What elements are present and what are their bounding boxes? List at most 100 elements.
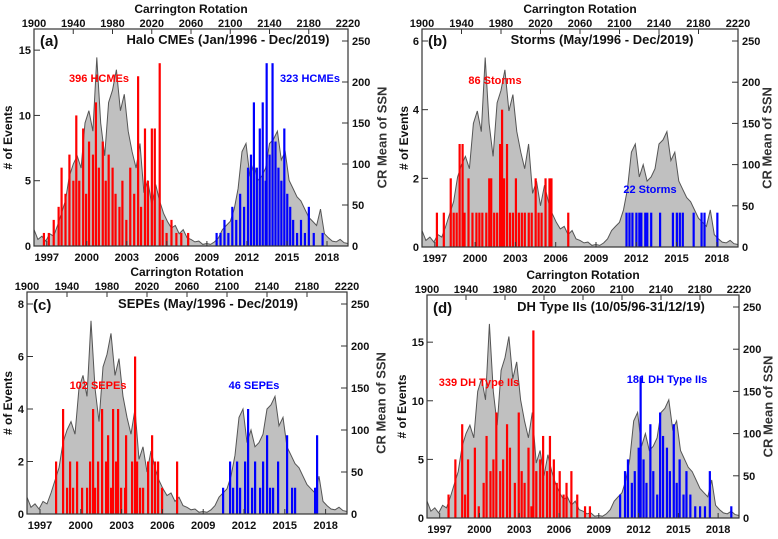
event-bar (511, 212, 515, 247)
event-bar (222, 487, 225, 514)
event-bar (678, 459, 681, 518)
event-bar (146, 180, 150, 246)
event-bar (232, 487, 235, 514)
event-bar (92, 409, 95, 514)
event-bar (473, 447, 476, 518)
event-bar (442, 212, 445, 247)
event-bar (650, 212, 653, 247)
year-tick-label: 1997 (423, 253, 447, 265)
event-bar (646, 212, 649, 247)
event-bar (523, 212, 526, 247)
right-tick-label: 200 (352, 77, 370, 89)
top-tick-label: 2140 (647, 18, 671, 30)
left-tick-label: 15 (412, 337, 424, 349)
event-bar (118, 206, 121, 246)
event-bar (150, 128, 153, 246)
event-bar (52, 219, 55, 246)
event-bar (489, 471, 492, 518)
event-bar (105, 461, 108, 514)
event-bar (215, 232, 218, 246)
event-bar (69, 461, 72, 514)
left-tick-label: 10 (19, 110, 31, 122)
left-tick-label: 0 (25, 241, 31, 253)
event-bar (286, 435, 289, 514)
event-bar (291, 487, 294, 514)
event-bar (530, 506, 533, 518)
right-tick-label: 250 (352, 36, 370, 48)
event-bar (280, 180, 283, 246)
event-bar (471, 212, 474, 247)
year-tick-label: 2000 (463, 253, 487, 265)
left-axis-title: # of Events (395, 374, 409, 438)
event-bar (692, 212, 695, 247)
event-bar (272, 487, 275, 514)
event-bar (642, 459, 645, 518)
event-bar (136, 461, 139, 514)
event-bar (265, 63, 268, 247)
left-tick-label: 15 (19, 45, 31, 57)
event-bar (542, 435, 545, 518)
event-bar (78, 180, 81, 246)
left-axis-title: # of Events (397, 106, 411, 170)
event-bar (502, 178, 506, 247)
event-bar (115, 461, 118, 514)
event-bar (47, 232, 50, 246)
event-bar (294, 487, 297, 514)
right-axis-title: CR Mean of SSN (375, 87, 390, 189)
left-tick-label: 4 (413, 105, 420, 117)
right-tick-label: 250 (742, 36, 760, 48)
count-annotation: 339 DH Type IIs (439, 377, 520, 389)
event-bar (239, 193, 242, 246)
event-bar (482, 482, 485, 518)
event-bar (502, 459, 505, 518)
event-bar (223, 219, 226, 246)
event-bar (154, 461, 157, 514)
top-tick-label: 2100 (607, 18, 631, 30)
right-tick-label: 150 (351, 383, 369, 395)
event-bar (147, 461, 150, 514)
event-bar (455, 212, 458, 247)
count-annotation: 396 HCMEs (69, 73, 129, 85)
event-bar (258, 128, 261, 246)
event-bar (517, 212, 520, 247)
event-bar (180, 232, 183, 246)
count-annotation: 102 SEPEs (70, 380, 127, 392)
event-bar (496, 212, 499, 247)
left-axis-title: # of Events (1, 371, 15, 435)
event-bar (464, 494, 467, 518)
top-tick-label: 2180 (295, 281, 319, 293)
event-bar (699, 506, 702, 518)
event-bar (488, 178, 491, 247)
event-bar (708, 471, 711, 518)
event-bar (645, 482, 648, 518)
right-tick-label: 0 (352, 241, 358, 253)
event-bar (55, 461, 58, 514)
right-tick-label: 0 (743, 513, 749, 525)
left-tick-label: 4 (18, 404, 25, 416)
event-bar (544, 178, 547, 247)
event-bar (672, 424, 675, 518)
event-bar (175, 232, 178, 246)
top-tick-label: 2220 (336, 18, 360, 30)
event-bar (490, 178, 493, 247)
event-bar (249, 154, 253, 246)
left-axis-title: # of Events (1, 105, 15, 169)
event-bar (91, 154, 95, 246)
event-bar (268, 154, 271, 246)
top-tick-label: 1940 (454, 284, 478, 296)
top-tick-label: 1900 (410, 18, 434, 30)
event-bar (517, 412, 520, 518)
event-bar (639, 377, 642, 518)
right-tick-label: 150 (742, 118, 760, 130)
event-bar (120, 487, 123, 514)
top-tick-label: 2140 (257, 18, 281, 30)
event-bar (675, 482, 678, 518)
event-bar (493, 212, 496, 247)
left-tick-label: 2 (18, 457, 24, 469)
top-tick-label: 2060 (571, 284, 595, 296)
event-bar (466, 459, 470, 518)
event-bar (314, 487, 317, 514)
event-bar (277, 167, 280, 246)
event-bar (114, 193, 117, 246)
event-bar (558, 471, 561, 518)
